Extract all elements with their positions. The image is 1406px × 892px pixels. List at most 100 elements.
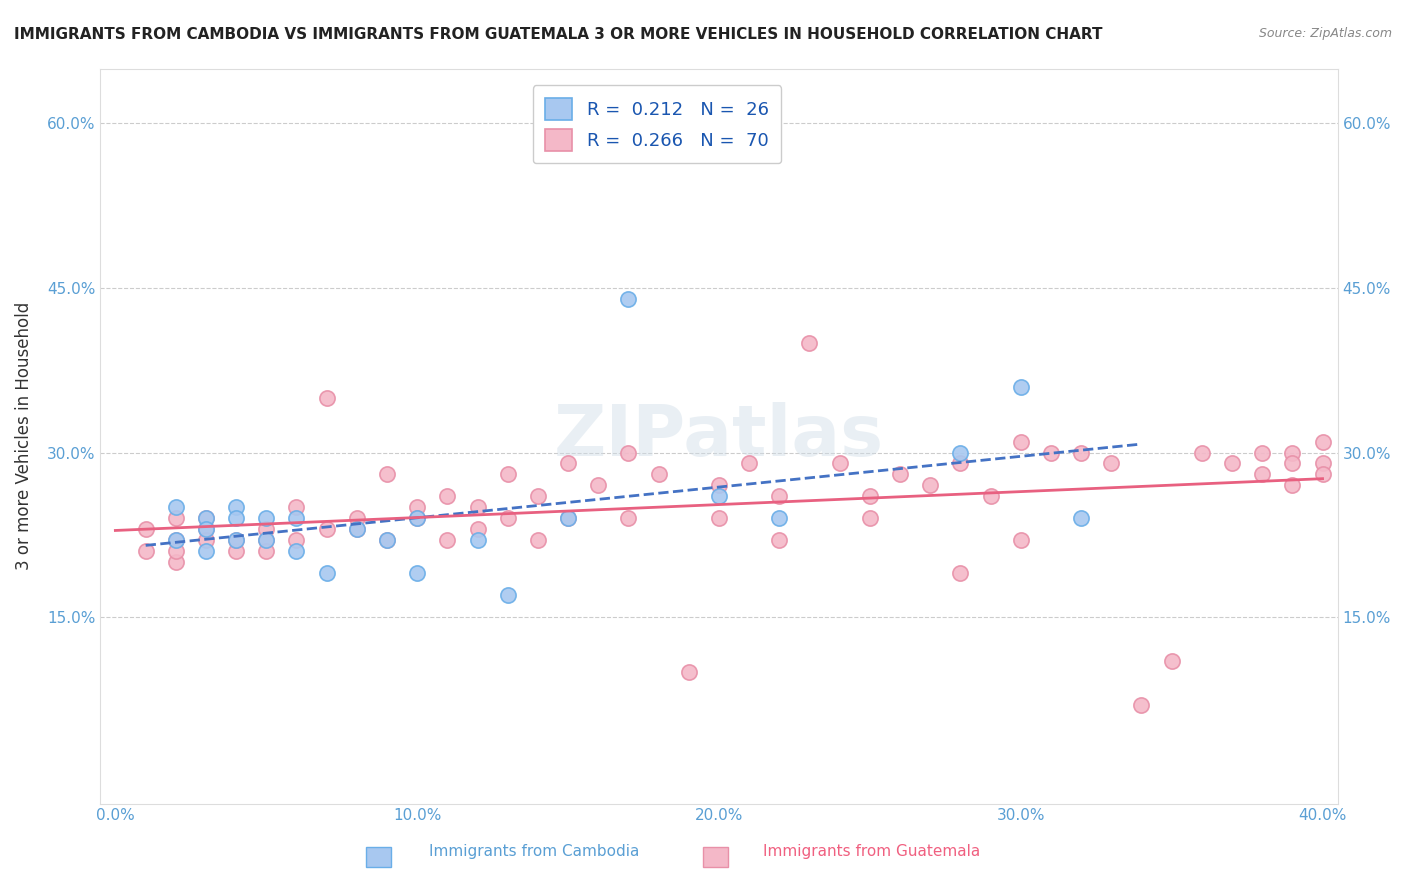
Point [617,292,640,306]
Point [436,533,458,548]
Point [467,533,489,548]
Point [375,533,398,548]
Point [254,522,277,536]
Point [346,522,368,536]
Point [225,533,247,548]
Point [1010,380,1032,394]
Point [889,467,911,482]
Point [496,467,519,482]
Point [194,522,217,536]
Point [557,511,579,525]
Point [828,457,851,471]
Point [254,511,277,525]
Point [285,533,308,548]
Point [1070,511,1092,525]
Point [165,544,187,558]
Point [254,533,277,548]
Point [768,490,790,504]
Point [346,522,368,536]
Point [254,533,277,548]
Point [1220,457,1243,471]
Point [527,533,550,548]
Point [1191,445,1213,459]
Point [346,511,368,525]
Point [406,511,429,525]
Point [165,555,187,569]
Point [1010,533,1032,548]
Point [467,500,489,515]
Point [315,391,337,405]
Y-axis label: 3 or more Vehicles in Household: 3 or more Vehicles in Household [15,302,32,570]
Point [194,533,217,548]
Point [949,445,972,459]
Point [406,511,429,525]
Point [617,445,640,459]
Point [375,467,398,482]
Point [194,511,217,525]
Point [647,467,669,482]
Point [1281,445,1303,459]
Point [225,544,247,558]
Point [949,457,972,471]
Point [194,511,217,525]
Point [225,511,247,525]
Point [1251,445,1274,459]
Point [1312,434,1334,449]
Point [738,457,761,471]
Point [1070,445,1092,459]
Text: Immigrants from Guatemala: Immigrants from Guatemala [763,845,980,859]
Point [1130,698,1153,712]
Point [225,533,247,548]
Point [1010,434,1032,449]
Point [165,500,187,515]
Point [1312,467,1334,482]
Point [707,511,730,525]
Point [165,533,187,548]
Point [285,500,308,515]
Point [285,544,308,558]
Point [134,522,156,536]
Point [406,566,429,581]
Point [225,500,247,515]
Point [315,522,337,536]
Point [707,490,730,504]
Point [557,511,579,525]
Point [1039,445,1062,459]
Point [496,511,519,525]
Point [1281,457,1303,471]
Point [768,511,790,525]
Point [134,544,156,558]
Point [799,335,821,350]
Point [285,511,308,525]
Point [557,457,579,471]
Point [436,490,458,504]
Text: ZIPatlas: ZIPatlas [554,401,884,471]
Point [1251,467,1274,482]
Legend: R =  0.212   N =  26, R =  0.266   N =  70: R = 0.212 N = 26, R = 0.266 N = 70 [533,85,782,163]
Text: Immigrants from Cambodia: Immigrants from Cambodia [429,845,640,859]
Point [859,511,882,525]
Point [194,522,217,536]
Point [165,511,187,525]
Point [1281,478,1303,492]
Point [315,566,337,581]
Point [1099,457,1122,471]
Point [406,500,429,515]
Text: IMMIGRANTS FROM CAMBODIA VS IMMIGRANTS FROM GUATEMALA 3 OR MORE VEHICLES IN HOUS: IMMIGRANTS FROM CAMBODIA VS IMMIGRANTS F… [14,27,1102,42]
Point [859,490,882,504]
Point [467,522,489,536]
Point [1312,457,1334,471]
Point [980,490,1002,504]
Point [920,478,942,492]
Point [496,588,519,602]
Point [194,544,217,558]
Text: Source: ZipAtlas.com: Source: ZipAtlas.com [1258,27,1392,40]
Point [1160,654,1182,668]
Point [707,478,730,492]
Point [586,478,609,492]
Point [165,533,187,548]
Point [617,511,640,525]
Point [768,533,790,548]
Point [375,533,398,548]
Point [254,544,277,558]
